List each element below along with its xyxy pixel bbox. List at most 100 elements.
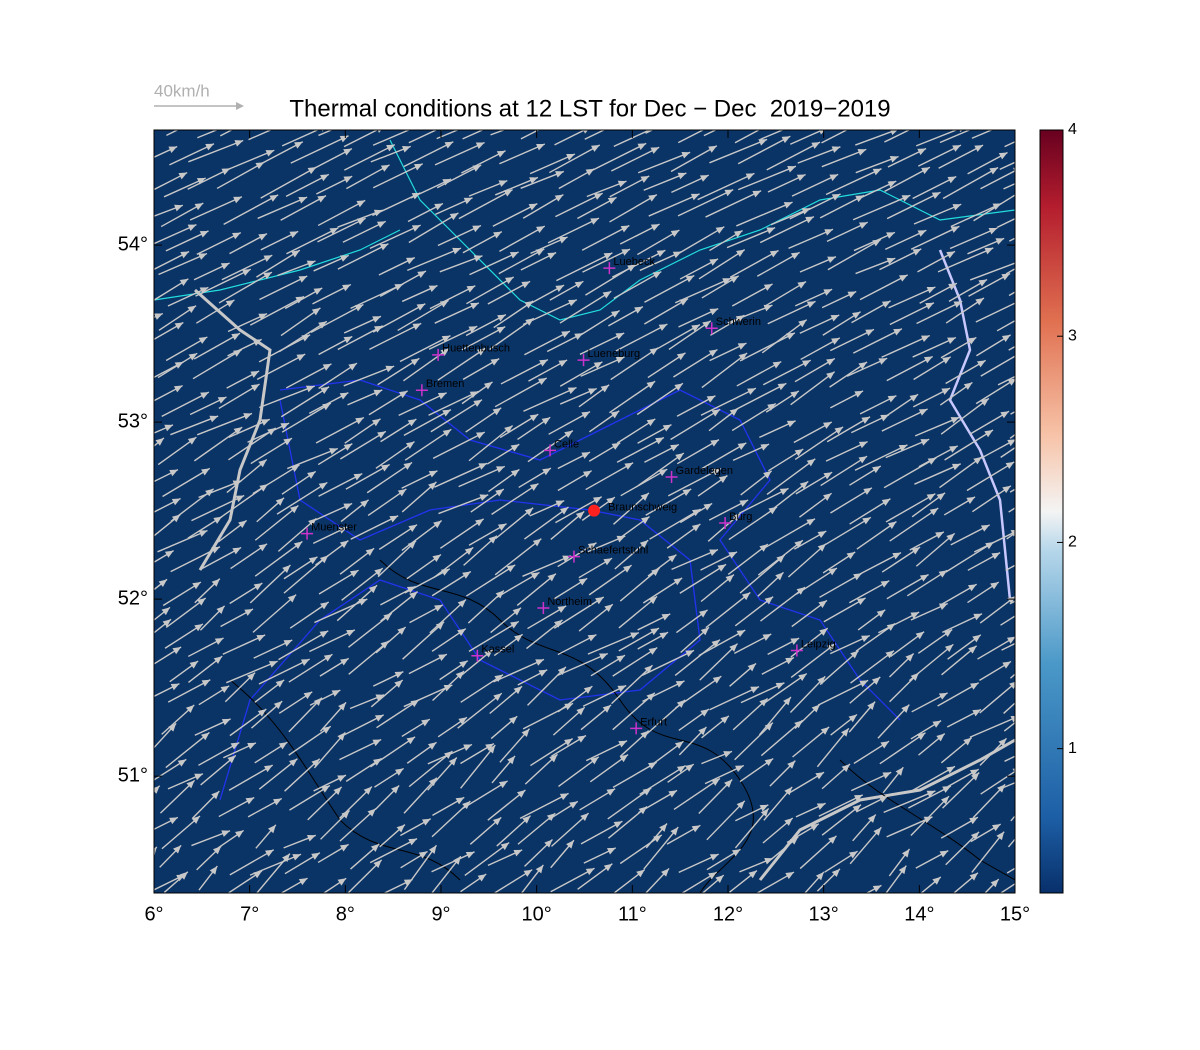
wind-arrow-head <box>476 348 486 356</box>
wind-arrow <box>516 573 557 606</box>
wind-arrow-head <box>437 392 447 400</box>
wind-arrow-head <box>305 385 315 393</box>
wind-arrow <box>369 837 418 864</box>
wind-arrow <box>789 193 841 220</box>
wind-arrow <box>791 173 839 197</box>
wind-arrow-head <box>434 203 443 211</box>
wind-arrow-head <box>505 277 514 285</box>
wind-arrow <box>403 408 452 436</box>
wind-arrow-head <box>996 831 1005 841</box>
wind-arrow <box>737 135 791 165</box>
wind-arrow-head <box>476 432 485 439</box>
wind-arrow <box>555 192 603 218</box>
wind-arrow <box>341 567 384 601</box>
wind-arrow-head <box>568 299 577 307</box>
wind-arrow-head <box>738 353 748 361</box>
wind-arrow-head <box>320 386 330 394</box>
wind-arrow <box>997 375 1015 386</box>
wind-arrow-head <box>337 775 346 782</box>
wind-arrow-head <box>968 645 977 654</box>
wind-arrow-head <box>338 527 348 534</box>
wind-arrow-head <box>498 780 508 789</box>
wind-arrow-head <box>690 193 700 201</box>
wind-arrow <box>494 377 547 408</box>
wind-arrow-head <box>667 554 677 563</box>
wind-arrow <box>859 274 909 301</box>
wind-arrow <box>154 468 179 483</box>
wind-arrow <box>165 731 210 769</box>
wind-arrow <box>939 456 983 489</box>
wind-arrow-head <box>967 337 977 345</box>
wind-arrow-head <box>379 243 389 251</box>
wind-arrow-head <box>209 866 218 875</box>
wind-arrow-head <box>917 148 927 156</box>
wind-arrow-head <box>463 197 473 205</box>
wind-arrow <box>790 371 836 406</box>
wind-arrow-head <box>256 634 266 642</box>
wind-arrow-head <box>823 422 832 429</box>
wind-arrow <box>883 457 937 489</box>
wind-arrow-head <box>856 597 866 605</box>
wind-arrow <box>705 591 751 629</box>
wind-arrow-head <box>374 325 383 333</box>
wind-arrow <box>1007 838 1015 848</box>
x-tick-label: 8° <box>336 903 355 925</box>
wind-arrow-head <box>205 143 214 151</box>
wind-arrow-head <box>354 304 364 312</box>
wind-arrow-head <box>1024 775 1033 781</box>
wind-arrow-head <box>763 304 773 312</box>
wind-arrow-head <box>1018 349 1027 356</box>
colorbar-tick-label: 2 <box>1068 534 1077 551</box>
wind-arrow-head <box>745 173 755 180</box>
wind-arrow-head <box>258 313 268 321</box>
wind-arrow-head <box>602 704 612 713</box>
wind-arrow-head <box>158 579 168 588</box>
wind-arrow-head <box>656 250 666 258</box>
y-tick-label: 54° <box>118 233 148 255</box>
wind-arrow <box>430 399 483 433</box>
wind-arrow <box>428 325 478 350</box>
wind-arrow-head <box>898 865 907 875</box>
wind-arrow-head <box>495 489 504 497</box>
wind-arrow-head <box>700 627 710 636</box>
wind-arrow <box>285 363 332 389</box>
wind-arrow-head <box>859 680 869 688</box>
wind-arrow <box>889 302 935 326</box>
wind-arrow-head <box>406 257 415 265</box>
wind-arrow <box>971 831 1005 873</box>
wind-arrow <box>700 387 757 416</box>
wind-arrow-head <box>214 638 224 645</box>
wind-arrow-head <box>620 225 630 233</box>
wind-arrow-head <box>319 555 329 564</box>
colorbar-tick-label: 3 <box>1068 327 1077 344</box>
wind-arrow-head <box>583 686 593 694</box>
wind-arrow-head <box>263 272 272 280</box>
wind-arrow-head <box>898 274 908 282</box>
wind-arrow-head <box>496 466 505 473</box>
wind-arrow-head <box>169 469 178 477</box>
wind-arrow-head <box>168 146 178 154</box>
wind-arrow-head <box>233 196 242 204</box>
wind-arrow-head <box>917 230 927 237</box>
wind-arrow-head <box>536 226 545 234</box>
wind-arrow-head <box>648 596 658 605</box>
wind-arrow-head <box>416 303 426 311</box>
wind-arrow <box>612 647 658 677</box>
wind-arrow-head <box>919 574 929 582</box>
city-label: Leipzig <box>801 638 836 650</box>
wind-arrow-head <box>561 331 570 338</box>
wind-arrow-head <box>880 741 890 749</box>
wind-arrow <box>466 276 515 305</box>
wind-arrow-head <box>368 585 378 594</box>
wind-arrow-head <box>506 564 516 573</box>
wind-arrow-head <box>250 370 260 378</box>
wind-arrow-head <box>547 252 557 260</box>
wind-arrow-head <box>725 574 734 583</box>
wind-arrow <box>127 714 151 737</box>
wind-arrow-head <box>677 172 687 180</box>
wind-arrow-head <box>179 871 188 880</box>
wind-arrow-head <box>670 827 679 836</box>
wind-arrow <box>613 270 662 299</box>
wind-arrow-head <box>510 469 520 477</box>
wind-arrow-head <box>194 623 203 632</box>
